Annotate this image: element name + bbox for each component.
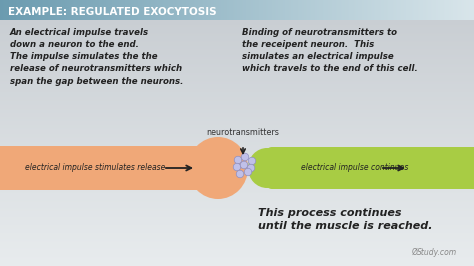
Text: electrical impulse stimulates release: electrical impulse stimulates release [25,164,165,172]
Text: electrical impulse continues: electrical impulse continues [301,164,409,172]
Ellipse shape [188,137,248,199]
Text: An electrical impulse travels
down a neuron to the end.
The impulse simulates th: An electrical impulse travels down a neu… [10,28,183,86]
Ellipse shape [248,148,286,188]
Text: EXAMPLE: REGULATED EXOCYTOSIS: EXAMPLE: REGULATED EXOCYTOSIS [8,7,217,17]
Ellipse shape [244,168,252,176]
Text: This process continues
until the muscle is reached.: This process continues until the muscle … [258,208,432,231]
Ellipse shape [233,163,241,171]
FancyBboxPatch shape [267,147,474,189]
Ellipse shape [234,156,242,164]
Text: Ø: Ø [412,248,418,257]
Ellipse shape [241,153,249,161]
Text: Binding of neurotransmitters to
the receipent neuron.  This
simulates an electri: Binding of neurotransmitters to the rece… [242,28,418,73]
Ellipse shape [247,164,255,172]
Text: Study.com: Study.com [417,248,457,257]
FancyBboxPatch shape [195,149,223,187]
Ellipse shape [248,157,256,165]
Text: neurotransmitters: neurotransmitters [207,128,280,137]
FancyBboxPatch shape [257,151,287,185]
Ellipse shape [236,170,244,178]
Ellipse shape [240,161,248,169]
FancyBboxPatch shape [0,146,212,190]
